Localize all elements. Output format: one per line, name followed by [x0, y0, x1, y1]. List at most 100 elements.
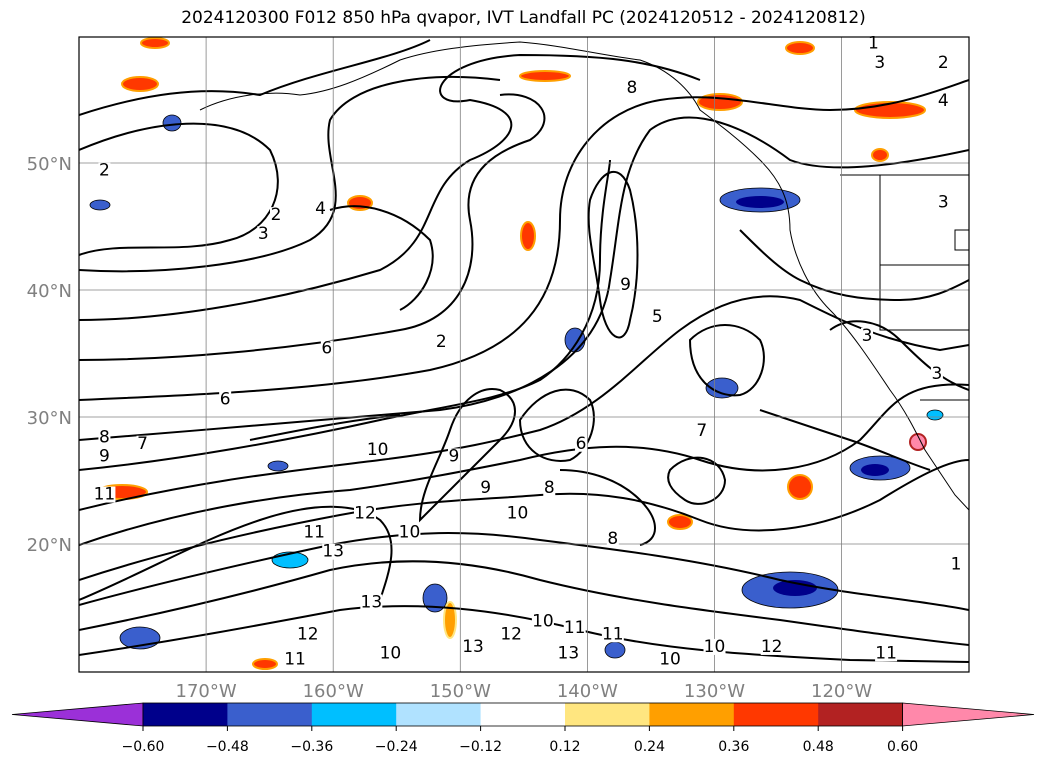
contour-label: 3	[938, 192, 949, 212]
contour-label-bg	[937, 92, 950, 109]
colorbar-extend-high	[902, 702, 1035, 727]
contour-label: 2	[271, 205, 282, 225]
contour-label-bg	[873, 54, 886, 71]
contour-label-bg	[447, 448, 460, 465]
shade-orange-e	[787, 474, 813, 500]
shade-blue-lowmid	[604, 641, 626, 659]
contour-label-bg	[462, 638, 485, 655]
contour-label: 13	[361, 593, 383, 613]
lat-tick-label: 30°N	[27, 408, 72, 429]
shade-darkblue-pnw	[736, 196, 784, 208]
colorbar-swatch	[818, 703, 904, 726]
contour-label: 2	[436, 332, 447, 352]
contour-label: 6	[220, 389, 231, 409]
contour-label: 10	[659, 650, 681, 670]
colorbar-labels: −0.60 −0.48 −0.36 −0.24 −0.12 0.12 0.24 0.36 0.4…	[122, 726, 918, 755]
lon-tick-label: 120°W	[811, 681, 872, 702]
colorbar-tick-label: 0.24	[634, 739, 665, 755]
colorbar-tick-label: 0.36	[718, 739, 749, 755]
contour-label: 4	[938, 91, 949, 111]
colorbar	[11, 702, 1035, 727]
contour-label: 11	[303, 523, 325, 543]
shade-orange-ne2	[871, 148, 889, 162]
lon-tick-label: 160°W	[303, 681, 364, 702]
lon-labels: 170°W 160°W 150°W 140°W 130°W 120°W	[176, 681, 873, 702]
contour-label-bg	[219, 391, 232, 408]
colorbar-tick-label: 0.48	[803, 739, 834, 755]
contour-label: 11	[875, 643, 897, 663]
contour-label: 11	[602, 624, 624, 644]
shade-orange-nw	[140, 37, 170, 49]
shade-orange-s	[443, 601, 457, 639]
colorbar-tick-label: −0.48	[206, 739, 249, 755]
contour-label: 3	[258, 224, 269, 244]
shade-blue-lowleft	[267, 460, 289, 472]
contour-label-bg	[531, 613, 554, 630]
contour-label-bg	[93, 486, 116, 503]
pc-shading	[89, 37, 944, 670]
contour-label: 7	[696, 421, 707, 441]
contour-label-bg	[353, 505, 376, 522]
colorbar-swatch	[143, 703, 228, 726]
contour-label: 10	[507, 504, 529, 524]
contour-label: 2	[99, 161, 110, 181]
shade-orange-sw2	[252, 658, 278, 670]
contour-label-bg	[320, 340, 333, 357]
contour-label-bg	[136, 435, 149, 452]
contour-label: 12	[500, 624, 522, 644]
contour-label: 2	[938, 53, 949, 73]
shade-blue-east	[926, 409, 944, 421]
contour-label-bg	[322, 543, 345, 560]
contour-label: 10	[532, 612, 554, 632]
shade-orange-mid	[520, 221, 536, 251]
contour-label-bg	[98, 448, 111, 465]
map-border	[78, 36, 970, 673]
contour-label-bg	[619, 277, 632, 293]
contour-label-bg	[98, 162, 111, 179]
coastlines	[199, 41, 969, 511]
contour-label-bg	[601, 626, 624, 643]
contour-label-bg	[867, 35, 880, 52]
contour-label-bg	[695, 423, 708, 440]
contour-label: 9	[480, 478, 491, 498]
contour-label-bg	[296, 626, 319, 643]
contour-label: 8	[607, 529, 618, 549]
colorbar-frame	[142, 702, 903, 727]
shade-pink-baja	[909, 433, 927, 451]
colorbar-swatch	[565, 703, 650, 726]
contour-label: 1	[868, 34, 879, 54]
contour-label-bg	[949, 556, 962, 573]
contour-label-bg	[379, 645, 402, 662]
contour-label: 8	[99, 427, 110, 447]
colorbar-swatch	[396, 703, 482, 726]
contour-label-bg	[360, 594, 383, 611]
shade-orange-topright	[785, 41, 815, 55]
contour-label-bg	[543, 480, 556, 497]
contour-label-bg	[606, 531, 619, 547]
contour-label-bg	[398, 524, 421, 541]
lon-tick-label: 140°W	[557, 681, 618, 702]
colorbar-extend-low	[11, 702, 144, 727]
contour-label: 6	[321, 339, 332, 359]
colorbar-tick-label: −0.36	[290, 739, 333, 755]
contour-label: 13	[558, 643, 580, 663]
contour-label-bg	[861, 327, 874, 344]
lon-tick-label: 150°W	[430, 681, 491, 702]
colorbar-tick-label: 0.60	[887, 739, 918, 755]
shade-orange-alaska	[121, 76, 159, 92]
colorbar-swatch	[649, 703, 735, 726]
colorbar-swatch	[480, 703, 566, 726]
contour-label-bg	[575, 435, 588, 452]
shade-blue-w	[89, 199, 111, 211]
contour-label: 13	[462, 637, 484, 657]
contour-label: 9	[99, 446, 110, 466]
shade-orange-central	[667, 514, 693, 530]
contour-label-bg	[659, 651, 682, 668]
contour-label-bg	[257, 226, 270, 243]
contour-label-bg	[270, 207, 283, 224]
contour-label: 9	[620, 275, 631, 295]
contour-label: 3	[932, 364, 943, 384]
contour-label-bg	[760, 638, 783, 655]
